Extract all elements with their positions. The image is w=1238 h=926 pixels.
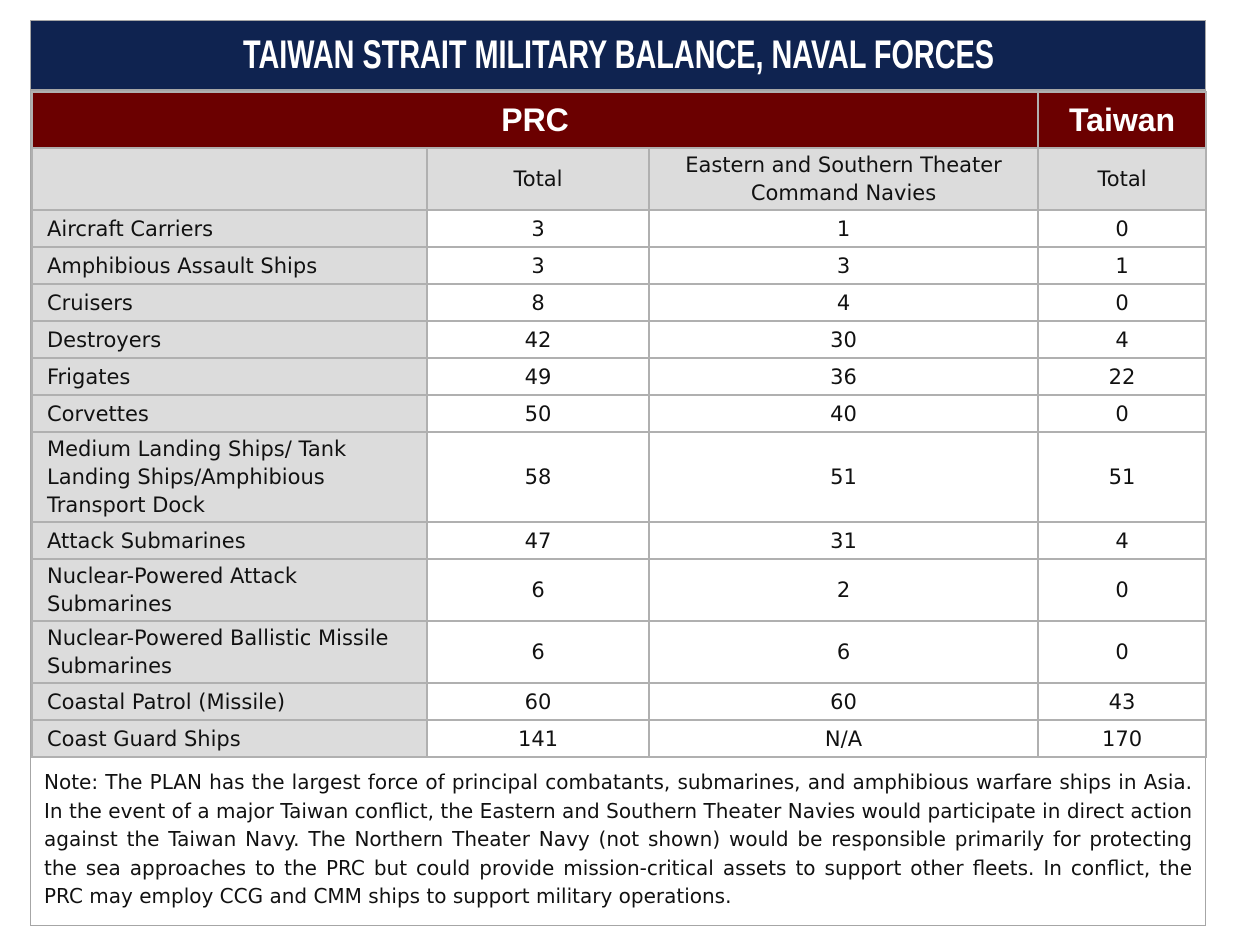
cell: 0: [1037, 209, 1208, 248]
cell: 22: [1037, 357, 1208, 396]
cell: 60: [647, 682, 1040, 721]
cell: 50: [426, 394, 650, 433]
cell: 47: [426, 521, 650, 560]
cell: 30: [647, 320, 1040, 359]
cell: 1: [647, 209, 1040, 248]
cell: 4: [1037, 521, 1208, 560]
cell: 43: [1037, 682, 1208, 721]
cell: 40: [647, 394, 1040, 433]
column-header: Total: [1037, 147, 1208, 211]
header-row: Total Eastern and Southern Theater Comman…: [31, 147, 1208, 211]
row-label: Corvettes: [31, 394, 428, 433]
cell: 141: [426, 719, 650, 758]
table: PRC Taiwan Total Eastern and Southern Theat…: [30, 91, 1208, 758]
cell: 8: [426, 283, 650, 322]
cell: 58: [426, 431, 650, 523]
table-card: TAIWAN STRAIT MILITARY BALANCE, NAVAL FO…: [30, 20, 1208, 926]
row-label: Nuclear-Powered Ballistic Missile Submar…: [31, 620, 428, 684]
cell: 60: [426, 682, 650, 721]
cell: 3: [426, 209, 650, 248]
data-row: Nuclear-Powered Ballistic Missile Submar…: [31, 620, 1208, 684]
cell: 51: [1037, 431, 1208, 523]
cell: 42: [426, 320, 650, 359]
data-row: Aircraft Carriers 3 1 0: [31, 209, 1208, 248]
group-prc: PRC: [30, 91, 1040, 149]
cell: 3: [647, 246, 1040, 285]
row-label: Medium Landing Ships/ Tank Landing Ships…: [31, 431, 428, 523]
data-row: Cruisers 8 4 0: [31, 283, 1208, 322]
row-label: Frigates: [31, 357, 428, 396]
data-row: Coast Guard Ships 141 N/A 170: [31, 719, 1208, 758]
cell: 6: [426, 620, 650, 684]
column-header: Total: [426, 147, 650, 211]
data-row: Amphibious Assault Ships 3 3 1: [31, 246, 1208, 285]
data-row: Corvettes 50 40 0: [31, 394, 1208, 433]
row-label: Nuclear-Powered Attack Submarines: [31, 558, 428, 622]
data-row: Attack Submarines 47 31 4: [31, 521, 1208, 560]
cell: 6: [426, 558, 650, 622]
note: Note: The PLAN has the largest force of …: [44, 770, 1192, 908]
cell: 31: [647, 521, 1040, 560]
row-label: Amphibious Assault Ships: [31, 246, 428, 285]
cell: 6: [647, 620, 1040, 684]
row-label: Cruisers: [31, 283, 428, 322]
data-row: Destroyers 42 30 4: [31, 320, 1208, 359]
cell: 1: [1037, 246, 1208, 285]
cell: 36: [647, 357, 1040, 396]
group-taiwan: Taiwan: [1037, 91, 1208, 149]
cell: 4: [1037, 320, 1208, 359]
row-label: Coastal Patrol (Missile): [31, 682, 428, 721]
row-label: Coast Guard Ships: [31, 719, 428, 758]
data-row: Medium Landing Ships/ Tank Landing Ships…: [31, 431, 1208, 523]
cell: 0: [1037, 394, 1208, 433]
cell: 49: [426, 357, 650, 396]
title: TAIWAN STRAIT MILITARY BALANCE, NAVAL FO…: [242, 32, 994, 77]
row-label: Destroyers: [31, 320, 428, 359]
cell: 170: [1037, 719, 1208, 758]
group-row: PRC Taiwan: [30, 91, 1208, 149]
cell: 0: [1037, 558, 1208, 622]
data-row: Frigates 49 36 22: [31, 357, 1208, 396]
cell: 2: [647, 558, 1040, 622]
row-label: Attack Submarines: [31, 521, 428, 560]
data-row: Coastal Patrol (Missile) 60 60 43: [31, 682, 1208, 721]
row-label: Aircraft Carriers: [31, 209, 428, 248]
cell: N/A: [647, 719, 1040, 758]
cell: 3: [426, 246, 650, 285]
data-row: Nuclear-Powered Attack Submarines 6 2 0: [31, 558, 1208, 622]
cell: 4: [647, 283, 1040, 322]
cell: 0: [1037, 283, 1208, 322]
cell: 51: [647, 431, 1040, 523]
title-bar: TAIWAN STRAIT MILITARY BALANCE, NAVAL FO…: [31, 21, 1205, 91]
cell: 0: [1037, 620, 1208, 684]
header-blank: [31, 147, 428, 211]
column-header: Eastern and Southern Theater Command Nav…: [647, 147, 1040, 211]
